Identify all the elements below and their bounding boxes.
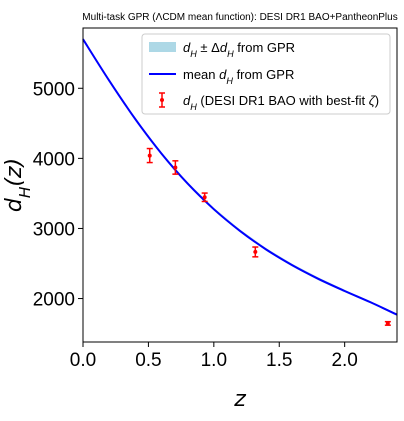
legend: dH ± ΔdH from GPR mean dH from GPR dH (D… (141, 33, 391, 115)
legend-points-label: dH (DESI DR1 BAO with best-fit ζ) (183, 93, 379, 112)
y-tick-label: 3000 (33, 219, 75, 240)
y-tick-label: 4000 (33, 149, 75, 170)
x-tick-label: 1.5 (266, 350, 292, 371)
legend-box (141, 33, 391, 115)
y-axis-label: dH(z) (2, 158, 34, 212)
data-point (172, 160, 179, 175)
data-marker (147, 153, 152, 158)
x-axis-label: z (233, 387, 246, 412)
data-marker (173, 165, 178, 170)
data-point (252, 246, 259, 258)
y-tick-label: 2000 (33, 290, 75, 311)
chart-title: Multi-task GPR (ΛCDM mean function): DES… (82, 12, 397, 23)
data-marker (253, 249, 258, 254)
data-point (384, 320, 391, 326)
y-tick-label: 5000 (33, 79, 75, 100)
data-marker (385, 321, 390, 326)
data-points-layer (146, 147, 391, 326)
y-axis-ticks: 2000 3000 4000 5000 (33, 79, 83, 311)
x-tick-label: 0.0 (70, 350, 96, 371)
x-tick-label: 1.0 (201, 350, 227, 371)
legend-band-swatch (149, 42, 176, 52)
gpr-mean-line (82, 38, 398, 316)
mean-line-layer (82, 38, 398, 316)
data-marker (202, 195, 207, 200)
plot-frame (82, 27, 398, 343)
x-tick-label: 2.0 (331, 350, 357, 371)
legend-band-label: dH ± ΔdH from GPR (183, 40, 295, 59)
legend-points-swatch (159, 92, 165, 108)
x-axis-ticks: 0.0 0.5 1.0 1.5 2.0 (70, 342, 358, 371)
legend-line-label: mean dH from GPR (183, 67, 294, 86)
data-point (146, 147, 153, 164)
data-point (201, 192, 208, 203)
x-tick-label: 0.5 (135, 350, 161, 371)
